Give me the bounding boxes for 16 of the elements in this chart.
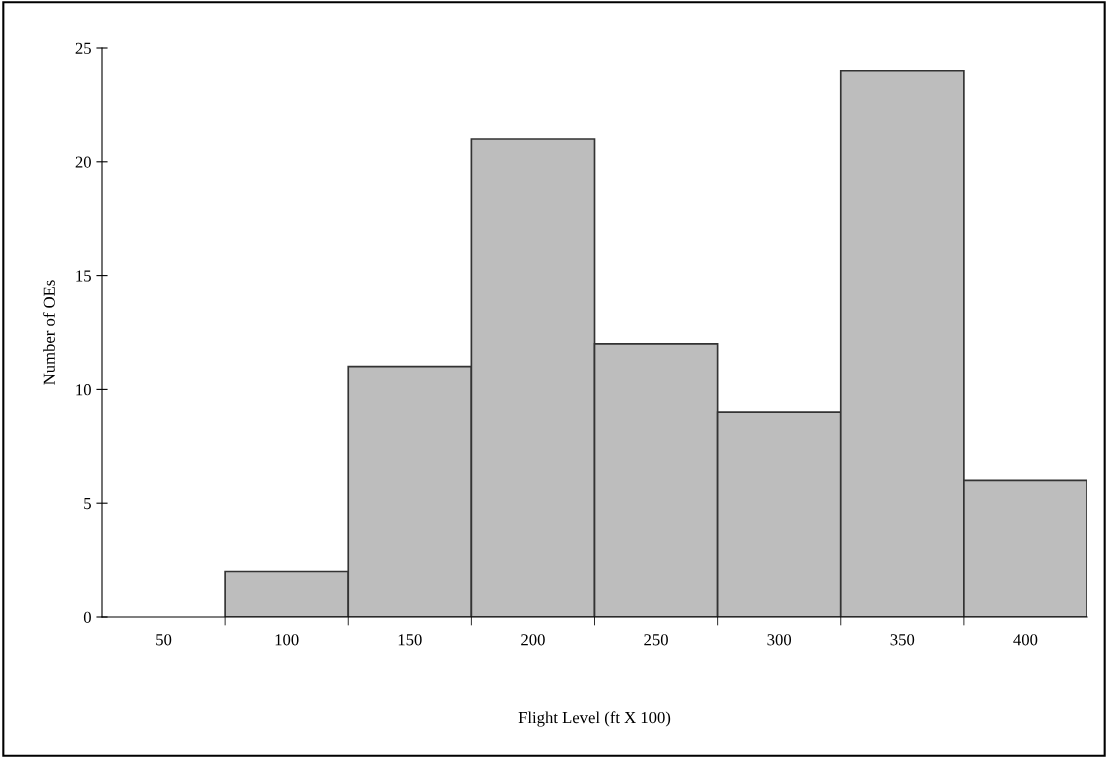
x-tick-label: 50 [156,634,172,646]
y-axis-title: Number of OEs [42,280,55,385]
x-tick-label: 300 [767,634,792,646]
y-tick-label: 15 [76,270,91,282]
x-tick-label: 400 [1013,634,1038,646]
y-tick-label: 20 [75,156,91,168]
x-tick-label: 250 [644,634,668,646]
x-tick-label: 350 [890,634,915,646]
y-tick-label: 5 [84,498,91,510]
x-tick-label: 150 [398,634,422,646]
x-tick-label: 200 [521,634,545,646]
y-tick-label: 25 [75,42,91,54]
x-tick-label: 100 [275,634,299,646]
y-tick-label: 0 [83,611,91,623]
x-axis-title: Flight Level (ft X 100) [518,711,671,727]
y-tick-label: 10 [76,384,91,396]
